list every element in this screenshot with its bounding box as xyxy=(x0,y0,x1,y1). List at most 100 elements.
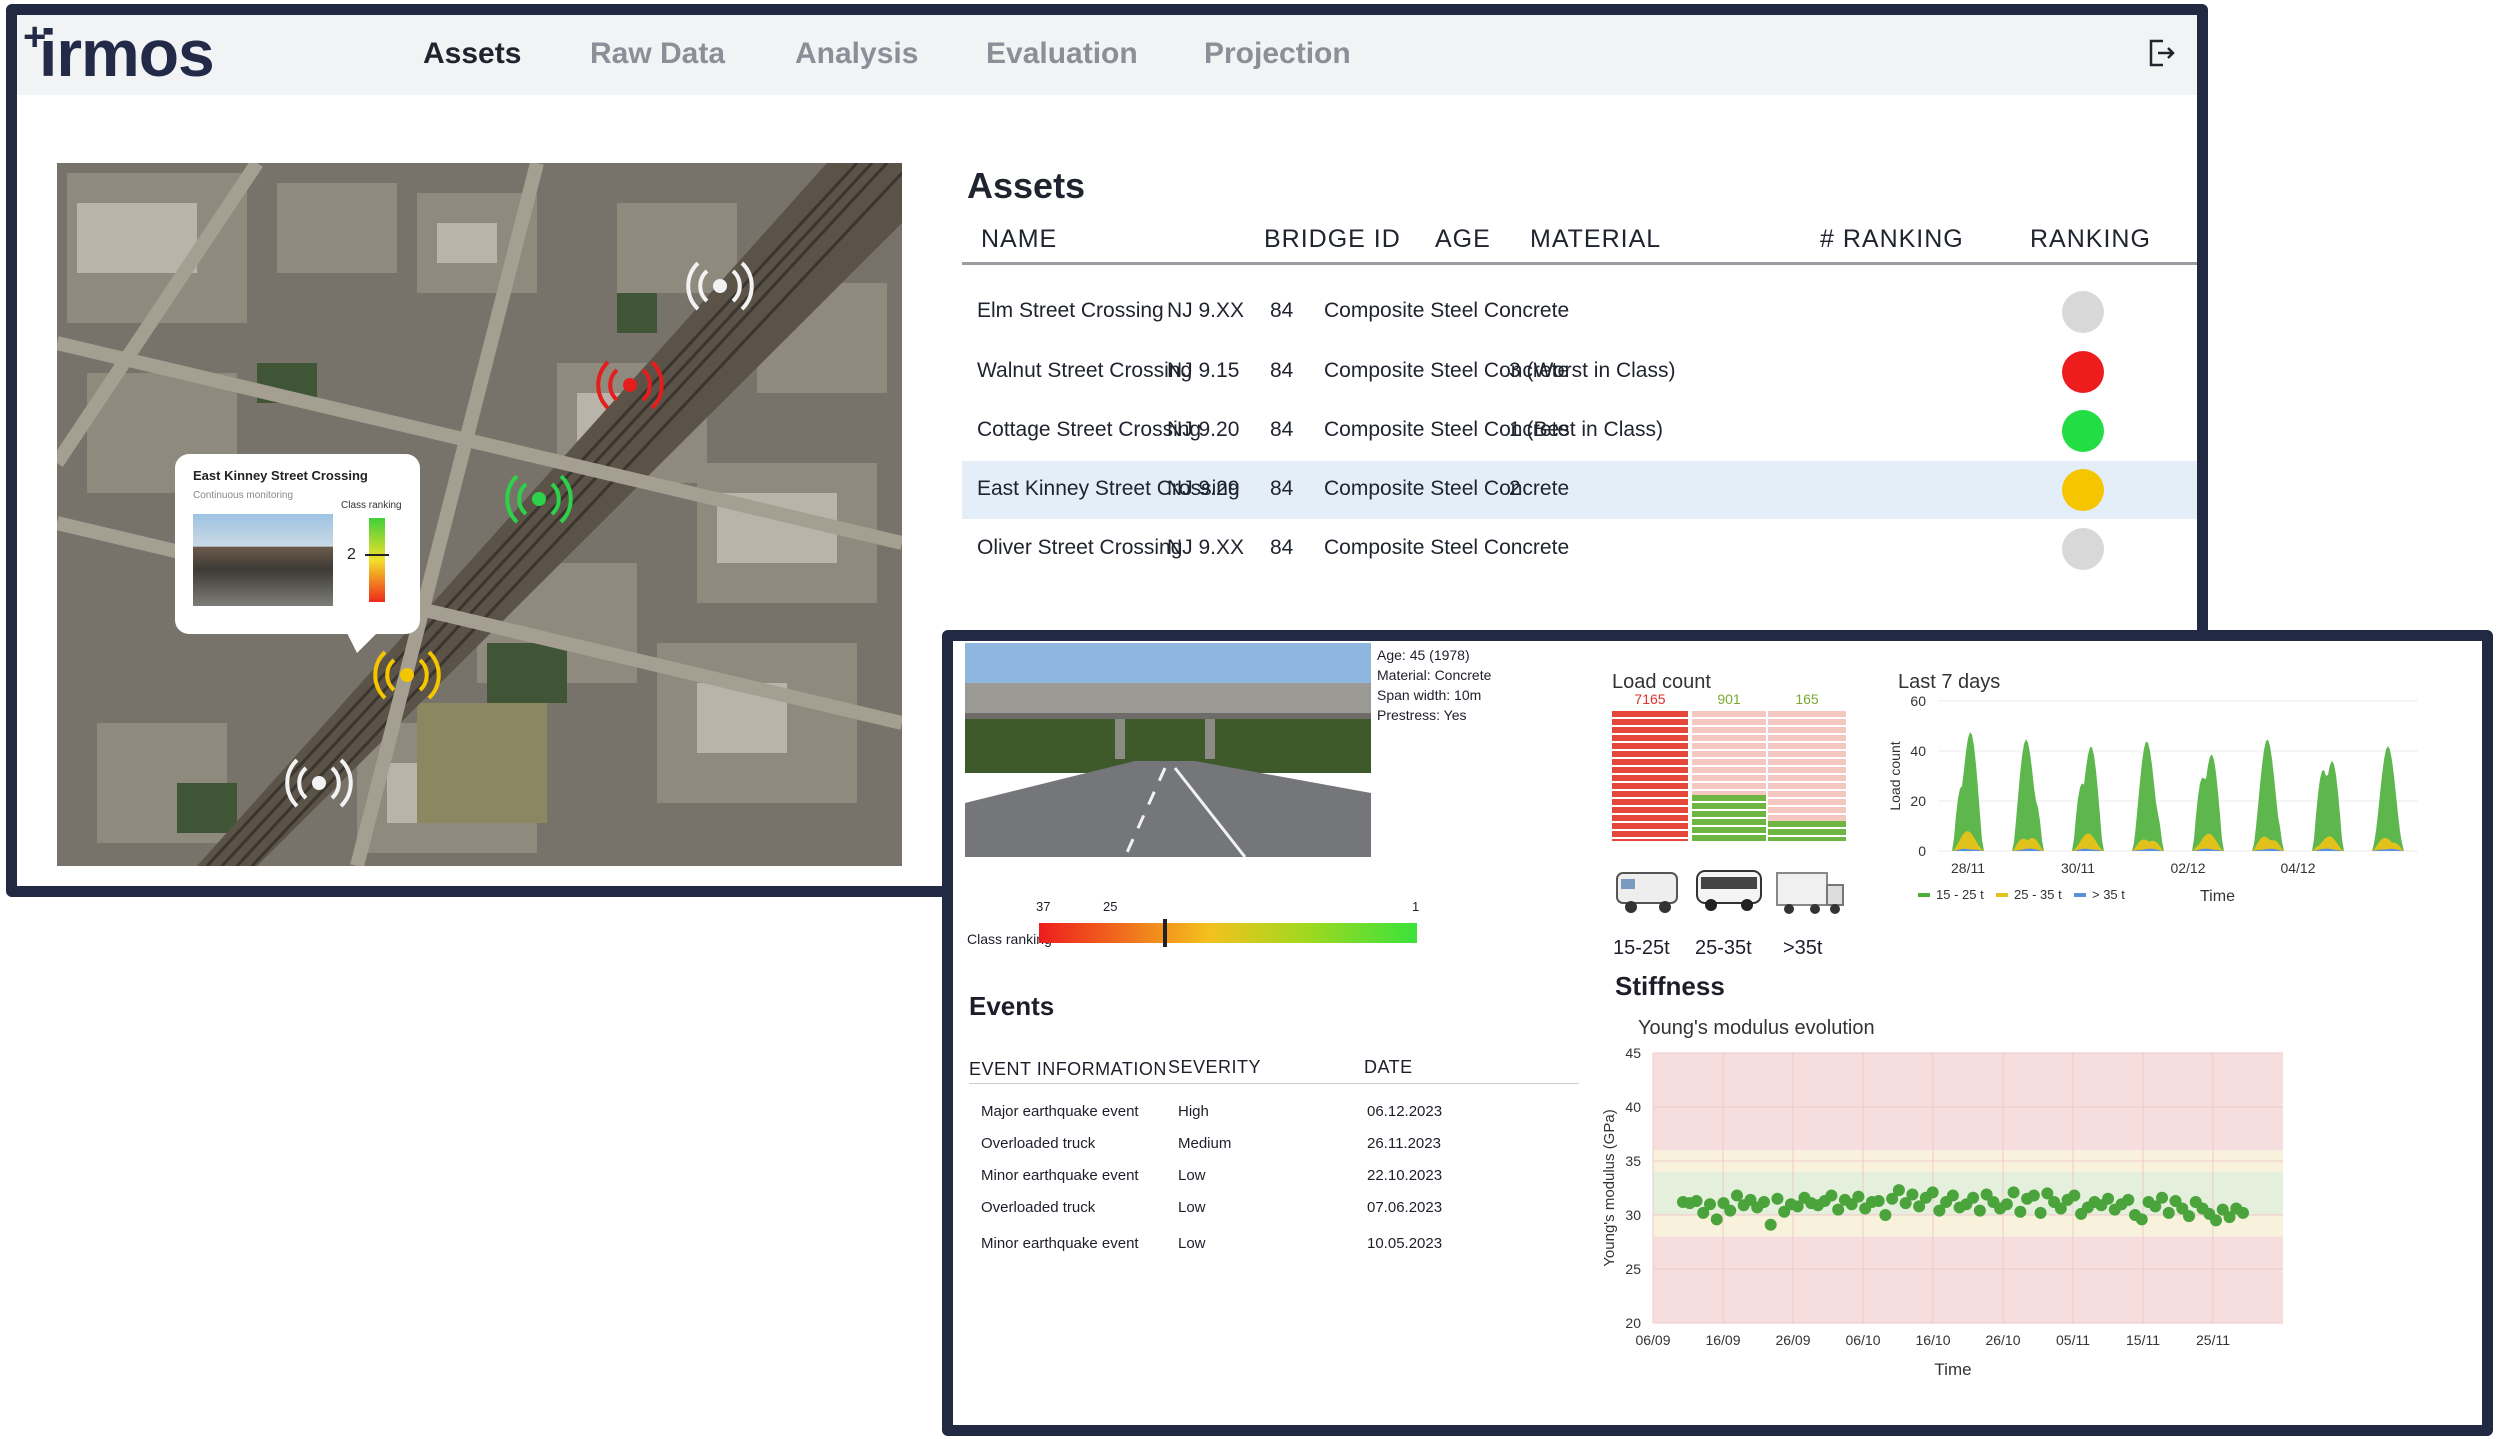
data-point xyxy=(1967,1191,1980,1204)
legend-label: > 35 t xyxy=(2092,887,2125,902)
y-tick-label: 60 xyxy=(1910,693,1926,709)
data-point xyxy=(2183,1210,2196,1223)
asset-row[interactable]: Oliver Street Crossing NJ 9.XX 84 Composite… xyxy=(962,520,2197,578)
x-tick-label: 28/11 xyxy=(1951,860,1985,876)
col-name[interactable]: NAME xyxy=(981,225,1058,253)
assets-title: Assets xyxy=(967,165,1086,206)
data-point xyxy=(1710,1213,1723,1226)
asset-material: Composite Steel Concrete xyxy=(1324,477,1570,500)
y-tick-label: 40 xyxy=(1625,1099,1641,1115)
event-severity: Low xyxy=(1178,1199,1206,1216)
event-severity: Medium xyxy=(1178,1135,1232,1152)
ranking-dot xyxy=(2062,291,2104,333)
x-tick-label: 30/11 xyxy=(2061,860,2095,876)
x-tick-label: 02/12 xyxy=(2170,860,2205,876)
data-point xyxy=(2156,1191,2169,1204)
truck-icon xyxy=(1775,871,1845,924)
data-point xyxy=(1703,1198,1716,1211)
col-bridge-id[interactable]: BRIDGE ID xyxy=(1264,225,1401,253)
data-point xyxy=(2041,1187,2054,1200)
load-count-title: Load count xyxy=(1612,671,1711,693)
data-point xyxy=(1899,1197,1912,1210)
asset-detail-window: Age: 45 (1978) Material: Concrete Span w… xyxy=(942,630,2493,1436)
y-axis-label: Young's modulus (GPa) xyxy=(1601,1109,1618,1266)
data-point xyxy=(2102,1192,2115,1205)
asset-num-ranking: 1 (Best in Class) xyxy=(1509,418,1664,441)
asset-row[interactable]: East Kinney Street Crossing NJ 9.29 84 Comp… xyxy=(962,461,2197,519)
asset-popup[interactable]: East Kinney Street Crossing Continuous m… xyxy=(175,454,420,634)
data-point xyxy=(1879,1209,1892,1221)
data-point xyxy=(1913,1200,1926,1213)
logo[interactable]: irmos xyxy=(39,16,215,90)
asset-name: Cottage Street Crossing xyxy=(977,418,1202,441)
data-point xyxy=(1764,1218,1777,1231)
load-cat-2: >35t xyxy=(1783,937,1823,959)
y-axis-label: Load count xyxy=(1887,741,1903,810)
class-ranking-right: 1 xyxy=(1412,899,1420,914)
asset-age: 84 xyxy=(1270,359,1294,382)
asset-age: 84 xyxy=(1270,536,1294,559)
events-col-date[interactable]: DATE xyxy=(1364,1057,1413,1077)
class-ranking-bar xyxy=(1039,923,1417,943)
series-area xyxy=(1938,848,2418,851)
load-count-bar xyxy=(1612,711,1688,841)
info-span: Span width: 10m xyxy=(1377,687,1482,703)
y-tick-label: 45 xyxy=(1625,1045,1641,1061)
event-date: 07.06.2023 xyxy=(1367,1199,1443,1216)
load-cat-0: 15-25t xyxy=(1613,937,1670,959)
event-info: Overloaded truck xyxy=(981,1199,1096,1216)
x-tick-label: 16/09 xyxy=(1705,1332,1740,1348)
tab-projection[interactable]: Projection xyxy=(1204,37,1351,70)
series-area xyxy=(1938,831,2418,851)
aerial-map[interactable]: East Kinney Street Crossing Continuous m… xyxy=(57,163,902,866)
col-num-ranking[interactable]: # RANKING xyxy=(1820,225,1964,253)
data-point xyxy=(2237,1206,2249,1219)
asset-row[interactable]: Cottage Street Crossing NJ 9.20 84 Composit… xyxy=(962,402,2197,460)
y-tick-label: 0 xyxy=(1918,843,1926,859)
y-tick-label: 40 xyxy=(1910,743,1926,759)
bus-icon xyxy=(1695,867,1765,920)
asset-material: Composite Steel Concrete xyxy=(1324,536,1570,559)
col-ranking[interactable]: RANKING xyxy=(2030,225,2151,253)
stiffness-title: Stiffness xyxy=(1615,971,1725,1001)
data-point xyxy=(1886,1192,1899,1205)
events-col-severity[interactable]: SEVERITY xyxy=(1168,1057,1262,1077)
tab-assets[interactable]: Assets xyxy=(423,37,522,70)
legend-label: 25 - 35 t xyxy=(2014,887,2062,902)
data-point xyxy=(2000,1198,2013,1211)
asset-age: 84 xyxy=(1270,299,1294,322)
data-point xyxy=(2027,1189,2040,1202)
events-col-info[interactable]: EVENT INFORMATION xyxy=(969,1059,1167,1079)
data-point xyxy=(1892,1184,1905,1197)
data-point xyxy=(1791,1200,1804,1213)
popup-rank-value: 2 xyxy=(347,546,356,563)
info-age: Age: 45 (1978) xyxy=(1377,647,1470,663)
event-info: Minor earthquake event xyxy=(981,1235,1139,1252)
range-band xyxy=(1653,1236,2283,1323)
data-point xyxy=(1697,1206,1710,1219)
logout-icon[interactable] xyxy=(2145,37,2177,69)
last7-title: Last 7 days xyxy=(1898,671,2001,693)
x-tick-label: 26/10 xyxy=(1985,1332,2020,1348)
top-nav: + irmos Assets Raw Data Analysis Evaluat… xyxy=(17,15,2197,95)
y-tick-label: 20 xyxy=(1625,1315,1641,1331)
col-age[interactable]: AGE xyxy=(1435,225,1491,253)
data-point xyxy=(1852,1190,1865,1203)
asset-num-ranking: 2 xyxy=(1509,477,1521,500)
data-point xyxy=(1933,1204,1946,1217)
tab-raw-data[interactable]: Raw Data xyxy=(590,37,726,70)
asset-row[interactable]: Elm Street Crossing NJ 9.XX 84 Composite St… xyxy=(962,283,2197,341)
info-prestress: Prestress: Yes xyxy=(1377,707,1467,723)
event-date: 22.10.2023 xyxy=(1367,1167,1443,1184)
bridge-thumbnail xyxy=(193,514,333,606)
load-count-value: 901 xyxy=(1717,691,1741,707)
legend-label: 15 - 25 t xyxy=(1936,887,1984,902)
col-material[interactable]: MATERIAL xyxy=(1530,225,1662,253)
popup-rank-label: Class ranking xyxy=(341,500,402,511)
tab-evaluation[interactable]: Evaluation xyxy=(986,37,1138,70)
x-axis-label: Time xyxy=(2200,888,2235,905)
asset-row[interactable]: Walnut Street Crossing NJ 9.15 84 Composite… xyxy=(962,343,2197,401)
tab-analysis[interactable]: Analysis xyxy=(795,37,919,70)
series-area xyxy=(1938,732,2418,851)
data-point xyxy=(1771,1192,1784,1205)
